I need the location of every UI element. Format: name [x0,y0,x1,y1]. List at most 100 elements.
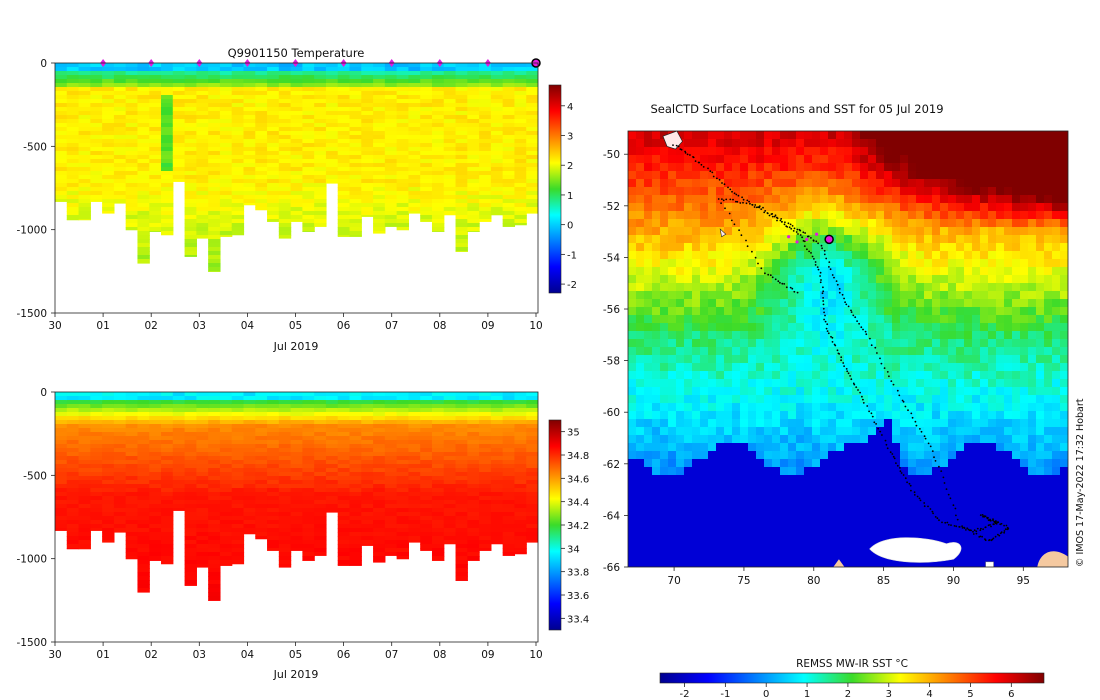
profile-cell [161,448,174,453]
profile-cell [208,592,221,597]
sst-cell [636,211,645,220]
sst-cell [788,219,797,228]
sst-cell [724,475,733,484]
profile-cell [443,396,457,401]
sst-cell [796,427,805,436]
sst-cell [684,299,693,308]
profile-cell [502,99,516,104]
sst-cell [660,147,669,156]
profile-cell [467,420,480,425]
profile-cell [514,416,527,421]
sst-cell [708,371,717,380]
profile-cell [196,496,209,501]
profile-cell [443,516,457,521]
sst-cell [652,307,661,316]
profile-cell [208,95,221,100]
profile-cell [526,143,538,148]
sst-cell [828,507,837,516]
profile-cell [196,231,209,236]
sst-cell [724,427,733,436]
profile-cell [467,111,480,116]
profile-cell [373,163,386,168]
sst-cell [836,291,845,300]
sst-cell [740,243,749,252]
x-tick-label: 04 [241,649,255,661]
profile-cell [384,203,398,208]
sst-cell [780,483,789,492]
profile-cell [361,63,374,68]
profile-cell [384,484,398,489]
profile-cell [55,472,68,477]
profile-cell [90,432,103,437]
profile-cell [337,524,351,529]
profile-cell [373,488,386,493]
profile-cell [113,432,127,437]
profile-cell [373,468,386,473]
profile-cell [255,119,268,124]
sst-cell [668,539,677,548]
sst-cell [764,203,773,212]
colorbar-tick-label: 3 [567,132,573,143]
profile-cell [137,548,150,553]
sst-cell [652,491,661,500]
profile-cell [314,540,327,545]
sst-cell [820,171,829,180]
sst-cell [772,555,781,564]
profile-cell [267,544,280,549]
profile-cell [514,159,527,164]
profile-cell [90,135,103,140]
sst-cell [644,427,653,436]
profile-cell [467,508,480,513]
profile-cell [502,456,516,461]
profile-cell [302,115,315,120]
profile-cell [302,123,315,128]
profile-cell [361,175,374,180]
sst-cell [644,227,653,236]
profile-cell [431,119,445,124]
sst-cell [716,171,725,180]
profile-cell [337,556,351,561]
profile-cell [113,472,127,477]
profile-cell [125,476,139,481]
profile-cell [161,456,174,461]
profile-cell [243,143,256,148]
profile-cell [526,79,538,84]
profile-cell [184,103,197,108]
profile-cell [231,111,245,116]
profile-cell [78,484,91,489]
y-tick-label: -1000 [16,554,47,566]
profile-cell [278,432,292,437]
profile-cell [443,87,457,92]
sst-cell [828,179,837,188]
profile-cell [231,528,245,533]
profile-cell [373,516,386,521]
sst-cell [644,515,653,524]
profile-cell [66,472,80,477]
sst-cell [724,323,733,332]
sst-cell [796,459,805,468]
profile-cell [78,71,91,76]
profile-cell [78,143,91,148]
profile-cell [102,199,115,204]
profile-cell [408,460,421,465]
profile-cell [314,412,327,417]
salinity-colorbar [548,419,562,631]
profile-cell [172,179,186,182]
sst-cell [796,411,805,420]
profile-cell [408,480,421,485]
sst-cell [708,443,717,452]
profile-cell [66,512,80,517]
sst-cell [828,443,837,452]
profile-cell [137,259,150,264]
sst-cell [756,331,765,340]
sst-cell [700,547,709,556]
profile-cell [55,440,68,445]
profile-cell [196,468,209,473]
profile-cell [243,488,256,493]
sst-cell [764,475,773,484]
profile-cell [267,460,280,465]
profile-cell [526,103,538,108]
profile-cell [455,99,468,104]
profile-cell [349,103,362,108]
profile-cell [314,488,327,493]
